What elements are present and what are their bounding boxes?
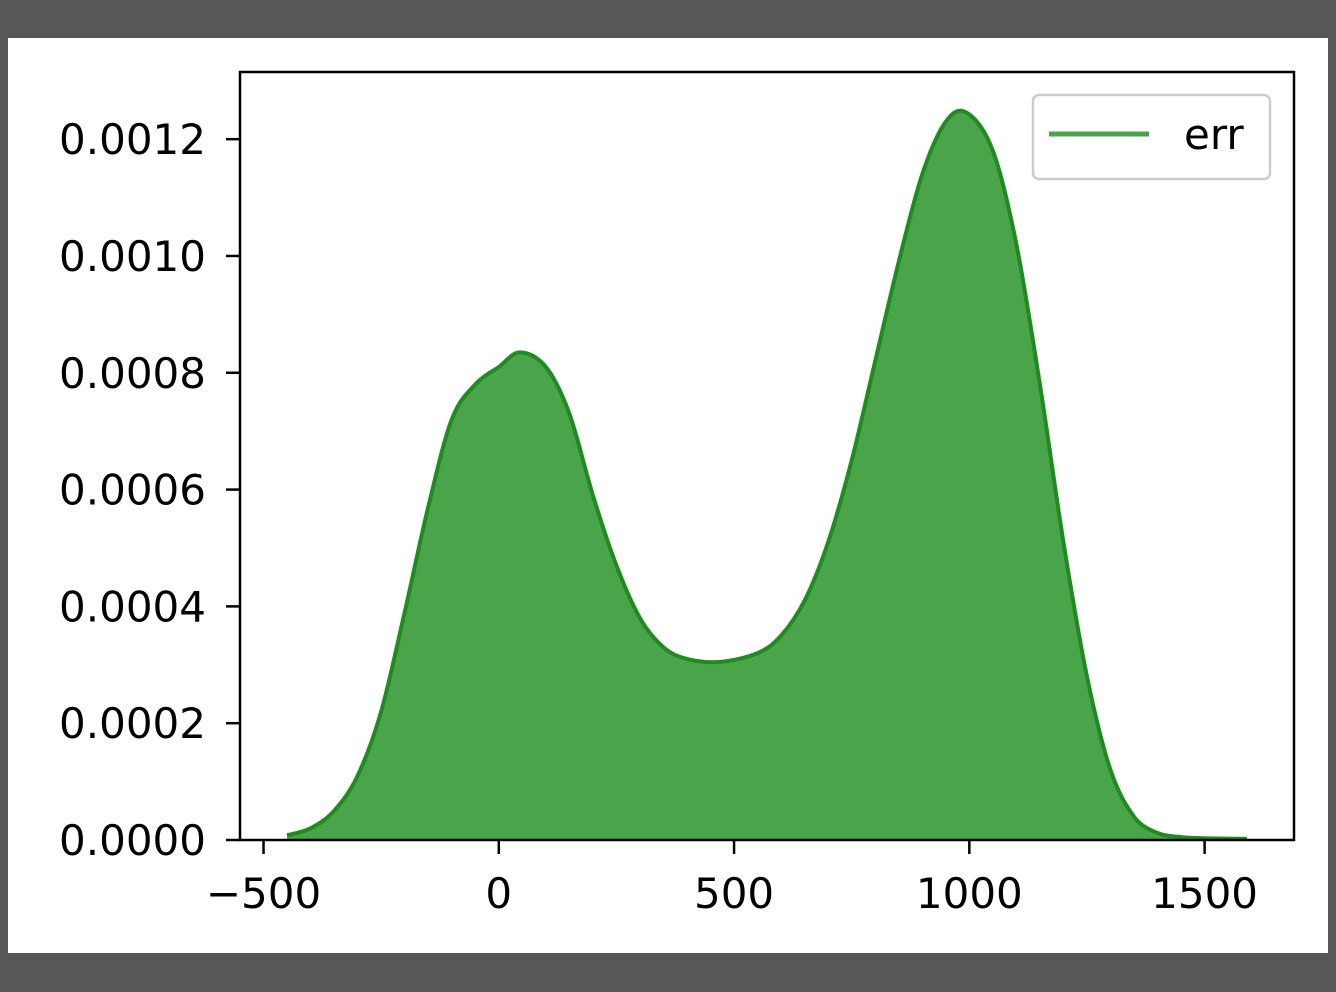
series-line-err <box>286 108 1247 841</box>
x-tick-label: 0 <box>485 869 512 918</box>
density-chart: −500 0 500 1000 1500 0.0000 0.0002 0.0004 0.000… <box>59 70 1296 918</box>
y-tick-label: 0.0000 <box>59 816 206 865</box>
legend-box <box>1031 93 1272 181</box>
legend: err <box>1031 93 1272 181</box>
legend-label-err: err <box>1184 110 1244 159</box>
y-tick-label: 0.0006 <box>59 466 206 515</box>
area-fill-err <box>287 110 1247 841</box>
x-tick-label: −500 <box>206 869 321 918</box>
x-tick-label: 1500 <box>1151 869 1258 918</box>
y-tick-label: 0.0002 <box>59 699 206 748</box>
chart-figure: −500 0 500 1000 1500 0.0000 0.0002 0.0004 0.000… <box>8 38 1328 953</box>
x-tick-label: 500 <box>694 869 774 918</box>
y-tick-label: 0.0010 <box>59 232 206 281</box>
x-tick-label: 1000 <box>916 869 1023 918</box>
y-tick-label: 0.0012 <box>59 115 206 164</box>
plot-frame <box>238 70 1296 842</box>
y-tick-label: 0.0008 <box>59 349 206 398</box>
y-tick-label: 0.0004 <box>59 582 206 631</box>
